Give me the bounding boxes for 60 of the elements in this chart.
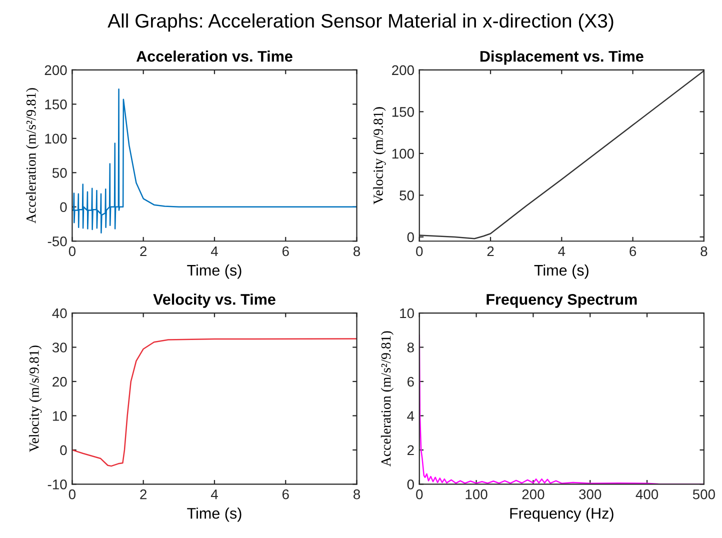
x-tick-label: 0	[416, 246, 423, 256]
y-tick-label: 150	[45, 100, 67, 110]
x-tick-label: 4	[210, 246, 218, 256]
y-tick-label: 6	[408, 376, 414, 387]
x-tick-label: 8	[354, 246, 360, 256]
y-tick-label: 50	[52, 168, 67, 178]
x-tick-label: 0	[68, 246, 76, 256]
y-tick-label: 0	[60, 445, 67, 456]
y-tick-label: 0	[60, 202, 67, 212]
y-tick-label: 200	[44, 65, 67, 76]
y-tick-label: 100	[392, 148, 414, 159]
y-tick-label: 2	[407, 445, 414, 455]
x-tick-label: 0	[68, 489, 76, 500]
x-tick-label: 8	[354, 489, 360, 500]
x-axis-title: Time (s)	[534, 264, 588, 279]
y-tick-label: 40	[52, 308, 67, 318]
x-tick-label: 0	[416, 489, 423, 500]
x-tick-label: 6	[630, 246, 636, 256]
x-tick-label: 4	[558, 246, 566, 256]
chart-title: Frequency Spectrum	[486, 294, 637, 308]
x-axis-title: Time (s)	[187, 264, 242, 279]
y-tick-label: 10	[52, 411, 67, 421]
y-tick-label: 200	[392, 65, 414, 76]
x-axis-title: Time (s)	[187, 508, 242, 522]
x-tick-label: 4	[210, 490, 218, 500]
y-tick-label: -10	[48, 480, 67, 490]
y-tick-label: 20	[52, 376, 67, 387]
x-tick-label: 2	[140, 246, 147, 256]
x-tick-label: 500	[692, 489, 715, 500]
x-tick-label: 400	[636, 489, 658, 500]
x-tick-label: 2	[487, 246, 494, 256]
x-tick-label: 300	[579, 489, 602, 500]
y-tick-label: 10	[400, 308, 414, 318]
y-axis-title: Acceleration (m/s²/9.81)	[380, 331, 394, 467]
y-axis-title: Velocity (m/s/9.81)	[29, 346, 42, 452]
y-tick-label: 50	[400, 190, 414, 200]
y-tick-label: 150	[392, 107, 414, 117]
chart-title: Acceleration vs. Time	[136, 50, 292, 62]
chart-title: Velocity vs. Time	[153, 294, 276, 308]
y-tick-label: 100	[45, 134, 67, 144]
x-tick-label: 100	[466, 489, 488, 500]
x-tick-label: 8	[700, 246, 708, 256]
x-tick-label: 6	[282, 489, 289, 500]
line-series	[72, 88, 357, 234]
y-tick-label: -50	[48, 236, 67, 246]
text: All Graphs: Acceleration Sensor Material in x-direction (X3)	[108, 13, 614, 32]
y-axis-title: Acceleration (m/s²/9.81)	[26, 88, 39, 224]
y-axis-title: Velocity (m/9.81)	[373, 107, 386, 204]
y-tick-label: 0	[407, 232, 414, 242]
line-series	[419, 70, 704, 240]
y-tick-label: 8	[407, 342, 414, 352]
y-tick-label: 4	[407, 411, 414, 421]
line-series	[72, 338, 357, 467]
y-tick-label: 30	[52, 342, 67, 352]
chart-title: Displacement vs. Time	[480, 50, 644, 65]
x-axis-title: Frequency (Hz)	[510, 508, 614, 522]
x-tick-label: 200	[522, 489, 544, 500]
y-tick-label: 0	[407, 480, 414, 490]
x-tick-label: 6	[282, 246, 289, 256]
x-tick-label: 2	[140, 489, 147, 500]
